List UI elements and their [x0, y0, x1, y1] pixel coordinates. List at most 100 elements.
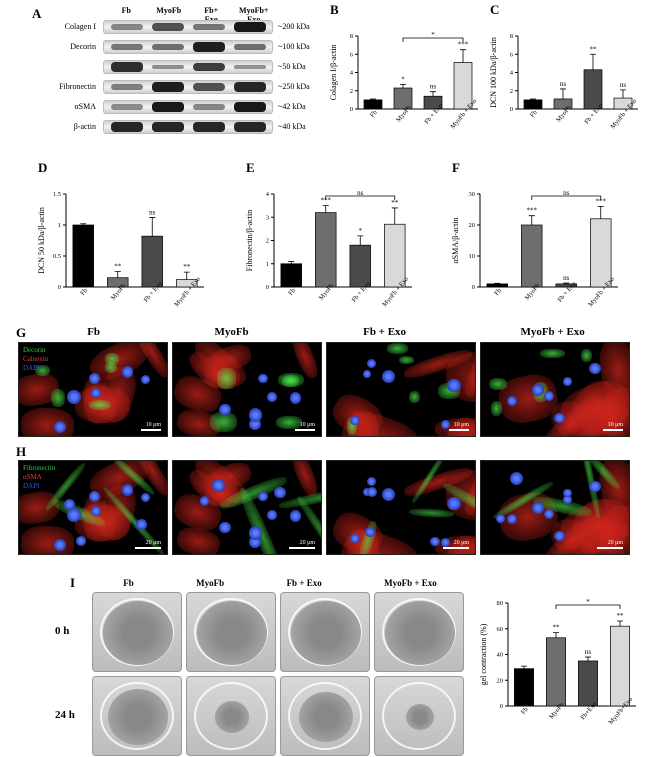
svg-text:1: 1: [58, 222, 61, 229]
svg-text:10: 10: [469, 253, 476, 260]
wb-lane-set: [103, 120, 273, 134]
svg-text:Fb: Fb: [529, 109, 539, 119]
wb-lane-set: [103, 40, 273, 54]
svg-text:**: **: [114, 263, 122, 271]
chart-d: D00.511.5DCN 50 kDa/β-actinFb**MyoFbnsFb…: [38, 160, 208, 333]
wb-row-label: Colagen I: [36, 22, 96, 31]
wb-row-label: αSMA: [36, 102, 96, 111]
micro-legend: FibronectinαSMADAPI: [23, 464, 55, 491]
scale-bar: [449, 429, 469, 431]
panel-i-label: I: [70, 575, 75, 591]
svg-text:6: 6: [350, 51, 354, 58]
svg-text:2: 2: [266, 238, 269, 245]
wb-band: [111, 62, 143, 72]
svg-text:4: 4: [266, 191, 270, 198]
gel-wells-0h: [92, 592, 464, 672]
micrograph: 10 μm: [480, 342, 630, 437]
chart-i: 020406080gel contraction (%)Fb**MyoFbnsF…: [480, 585, 640, 752]
scale-text: 10 μm: [608, 422, 623, 428]
wb-row-label: Fibronectin: [36, 82, 96, 91]
svg-text:8: 8: [510, 33, 513, 40]
wb-lane-set: [103, 20, 273, 34]
panel-h-label: H: [16, 444, 26, 460]
svg-text:Fb: Fb: [79, 287, 89, 297]
svg-text:2: 2: [510, 88, 513, 95]
scale-bar: [443, 547, 469, 549]
gel-well: [280, 676, 370, 756]
svg-text:ns: ns: [563, 274, 570, 282]
scale-text: 10 μm: [454, 422, 469, 428]
svg-text:3: 3: [266, 214, 269, 221]
micrograph: 10 μm: [172, 342, 322, 437]
g-headers: FbMyoFbFb + ExoMyoFb + Exo: [30, 326, 642, 338]
svg-text:DCN 50 kDa/β-actin: DCN 50 kDa/β-actin: [37, 207, 46, 274]
svg-text:8: 8: [350, 33, 353, 40]
gel-well: [92, 676, 182, 756]
svg-text:0: 0: [472, 284, 475, 291]
g-header: MyoFb + Exo: [520, 326, 584, 338]
mw-label: ~50 kDa: [278, 62, 306, 71]
wb-band: [234, 82, 266, 92]
panel-e-label: E: [246, 160, 416, 176]
wb-band: [193, 63, 225, 72]
i-header: Fb: [123, 578, 134, 588]
svg-text:0: 0: [350, 106, 353, 113]
svg-text:Colagen I/β-actin: Colagen I/β-actin: [329, 45, 338, 101]
wb-lane-set: [103, 80, 273, 94]
scale-bar: [141, 429, 161, 431]
g-header: MyoFb: [214, 326, 248, 338]
micro-legend: DecorinCalnexinDAPI: [23, 346, 48, 373]
micrograph: DecorinCalnexinDAPI 10 μm: [18, 342, 168, 437]
scale-bar: [295, 429, 315, 431]
svg-text:ns: ns: [563, 189, 570, 197]
svg-text:Fibronectin/β-actin: Fibronectin/β-actin: [245, 210, 254, 271]
wb-band: [193, 24, 225, 30]
svg-text:**: **: [391, 199, 399, 207]
wb-band: [152, 82, 184, 92]
svg-text:DCN 100 kDa/β-actin: DCN 100 kDa/β-actin: [489, 37, 498, 108]
svg-text:1.5: 1.5: [53, 191, 61, 198]
micrograph: 10 μm: [326, 342, 476, 437]
scale-bar: [603, 429, 623, 431]
scale-text: 20 μm: [300, 540, 315, 546]
micrograph-row-h: FibronectinαSMADAPI20 μm20 μm20 μm20 μm: [18, 460, 630, 555]
gel-well: [92, 592, 182, 672]
i-headers: FbMyoFbFb + ExoMyoFb + Exo: [92, 578, 468, 588]
svg-text:ns: ns: [620, 81, 627, 89]
gel-well: [374, 676, 464, 756]
wb-band: [234, 44, 266, 50]
svg-text:gel contraction (%): gel contraction (%): [479, 623, 488, 685]
svg-text:0: 0: [510, 106, 513, 113]
wb-band: [152, 122, 184, 132]
wb-band: [152, 23, 184, 31]
wb-band: [111, 104, 143, 109]
panel-f-label: F: [452, 160, 622, 176]
wb-band: [193, 42, 225, 52]
wb-band: [152, 102, 184, 113]
scale-text: 20 μm: [454, 540, 469, 546]
svg-text:*: *: [431, 31, 435, 39]
scale-text: 10 μm: [146, 422, 161, 428]
wb-band: [234, 22, 266, 33]
i-row-label: 0 h: [55, 625, 69, 637]
micrograph: 20 μm: [172, 460, 322, 555]
micrograph-row-g: DecorinCalnexinDAPI 10 μm 10 μm 10 μm 10 μm: [18, 342, 630, 437]
micrograph: 20 μm: [480, 460, 630, 555]
chart-c: C02468DCN 100 kDa/β-actinFbnsMyoFb**Fb +…: [490, 2, 642, 155]
g-header: Fb + Exo: [363, 326, 406, 338]
svg-text:ns: ns: [430, 83, 437, 91]
svg-text:2: 2: [350, 88, 353, 95]
svg-text:*: *: [401, 75, 405, 83]
svg-text:60: 60: [497, 626, 504, 633]
wb-band: [152, 44, 184, 50]
svg-text:20: 20: [497, 677, 504, 684]
svg-text:0.5: 0.5: [53, 253, 61, 260]
panel-c-label: C: [490, 2, 642, 18]
wb-row-label: β-actin: [36, 122, 96, 131]
gel-well: [186, 592, 276, 672]
svg-text:4: 4: [350, 70, 354, 77]
svg-text:1: 1: [266, 261, 269, 268]
chart-b: B02468Colagen I/β-actinFb*MyoFbnsFb + Ex…: [330, 2, 482, 155]
panel-d-label: D: [38, 160, 208, 176]
wb-band: [193, 104, 225, 109]
